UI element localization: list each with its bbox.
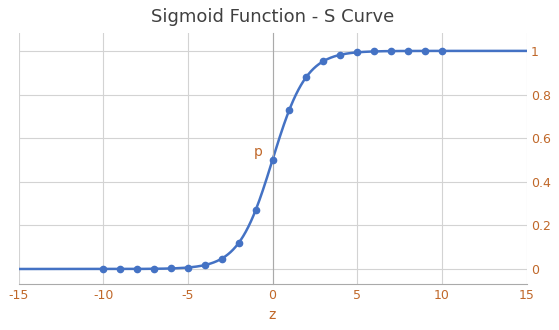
X-axis label: z: z: [269, 308, 276, 322]
Y-axis label: p: p: [254, 145, 263, 159]
Title: Sigmoid Function - S Curve: Sigmoid Function - S Curve: [151, 8, 394, 26]
